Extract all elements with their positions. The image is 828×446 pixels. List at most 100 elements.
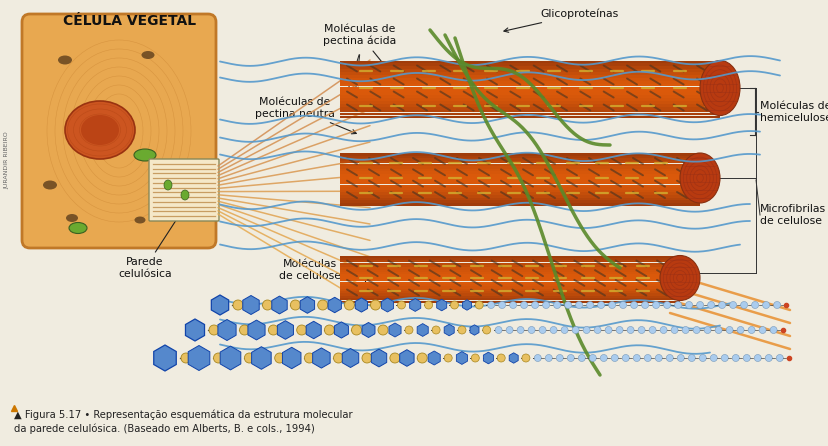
Circle shape [676, 355, 683, 362]
Circle shape [762, 301, 768, 309]
Circle shape [239, 325, 249, 335]
Circle shape [527, 326, 534, 334]
Circle shape [608, 301, 615, 309]
Circle shape [550, 326, 556, 334]
Circle shape [622, 355, 628, 362]
Circle shape [610, 355, 618, 362]
Polygon shape [334, 322, 348, 338]
Polygon shape [339, 279, 679, 281]
Polygon shape [339, 179, 699, 182]
Polygon shape [339, 161, 699, 163]
Polygon shape [339, 274, 679, 277]
Circle shape [233, 300, 243, 310]
Circle shape [687, 355, 695, 362]
Circle shape [542, 301, 549, 309]
Polygon shape [312, 348, 330, 368]
Circle shape [214, 353, 224, 363]
Circle shape [654, 355, 662, 362]
Circle shape [586, 301, 593, 309]
Circle shape [725, 326, 732, 334]
Polygon shape [339, 195, 699, 198]
Circle shape [457, 326, 465, 334]
Text: Microfibrilas
de celulose: Microfibrilas de celulose [759, 204, 826, 226]
Polygon shape [252, 347, 271, 369]
Polygon shape [339, 281, 679, 284]
Circle shape [739, 301, 747, 309]
Polygon shape [339, 270, 679, 272]
Polygon shape [339, 258, 679, 260]
Ellipse shape [134, 149, 156, 161]
Circle shape [556, 355, 562, 362]
Text: Moléculas de
pectina neutra: Moléculas de pectina neutra [255, 97, 356, 134]
Circle shape [424, 301, 432, 309]
Polygon shape [339, 301, 679, 303]
Circle shape [553, 301, 560, 309]
Polygon shape [243, 296, 259, 314]
Ellipse shape [659, 256, 699, 301]
Circle shape [333, 353, 343, 363]
Polygon shape [277, 321, 293, 339]
Text: Moléculas de
pectina ácida: Moléculas de pectina ácida [323, 24, 396, 69]
Polygon shape [427, 351, 440, 365]
Polygon shape [339, 169, 699, 171]
Ellipse shape [149, 174, 161, 182]
Polygon shape [339, 104, 720, 107]
Circle shape [209, 325, 219, 335]
Polygon shape [339, 61, 720, 63]
Polygon shape [339, 101, 720, 104]
Circle shape [582, 326, 590, 334]
Ellipse shape [134, 216, 146, 223]
Circle shape [615, 326, 623, 334]
Circle shape [575, 301, 582, 309]
Circle shape [450, 301, 458, 309]
Circle shape [743, 355, 749, 362]
Polygon shape [339, 200, 699, 203]
Polygon shape [462, 300, 471, 310]
Polygon shape [339, 193, 699, 195]
Polygon shape [483, 352, 493, 364]
Circle shape [444, 354, 451, 362]
Polygon shape [339, 75, 720, 78]
Circle shape [405, 326, 412, 334]
Circle shape [736, 326, 744, 334]
Circle shape [699, 355, 705, 362]
Circle shape [262, 300, 272, 310]
Circle shape [498, 301, 505, 309]
Circle shape [751, 301, 758, 309]
Circle shape [362, 353, 372, 363]
Circle shape [707, 301, 714, 309]
Polygon shape [339, 291, 679, 293]
Circle shape [534, 355, 541, 362]
Polygon shape [339, 84, 720, 87]
Circle shape [505, 326, 513, 334]
Circle shape [351, 325, 361, 335]
Polygon shape [339, 265, 679, 267]
Polygon shape [188, 346, 209, 371]
Circle shape [317, 300, 327, 310]
Polygon shape [339, 277, 679, 279]
Ellipse shape [66, 214, 78, 222]
Circle shape [509, 301, 516, 309]
Circle shape [753, 355, 760, 362]
Polygon shape [409, 299, 421, 311]
Circle shape [497, 354, 504, 362]
Circle shape [638, 326, 644, 334]
Polygon shape [339, 81, 720, 83]
Polygon shape [436, 299, 446, 311]
Circle shape [304, 353, 314, 363]
Circle shape [666, 355, 672, 362]
Circle shape [244, 353, 254, 363]
Ellipse shape [679, 153, 720, 203]
Text: JURANDIR RIBEIRO: JURANDIR RIBEIRO [4, 131, 9, 189]
Polygon shape [339, 171, 699, 174]
Polygon shape [339, 284, 679, 286]
FancyBboxPatch shape [22, 14, 216, 248]
Polygon shape [339, 164, 699, 166]
Polygon shape [328, 297, 341, 313]
Polygon shape [218, 319, 236, 340]
Polygon shape [362, 322, 374, 338]
Circle shape [643, 355, 651, 362]
Circle shape [268, 325, 278, 335]
Polygon shape [388, 323, 401, 337]
Circle shape [397, 301, 405, 309]
